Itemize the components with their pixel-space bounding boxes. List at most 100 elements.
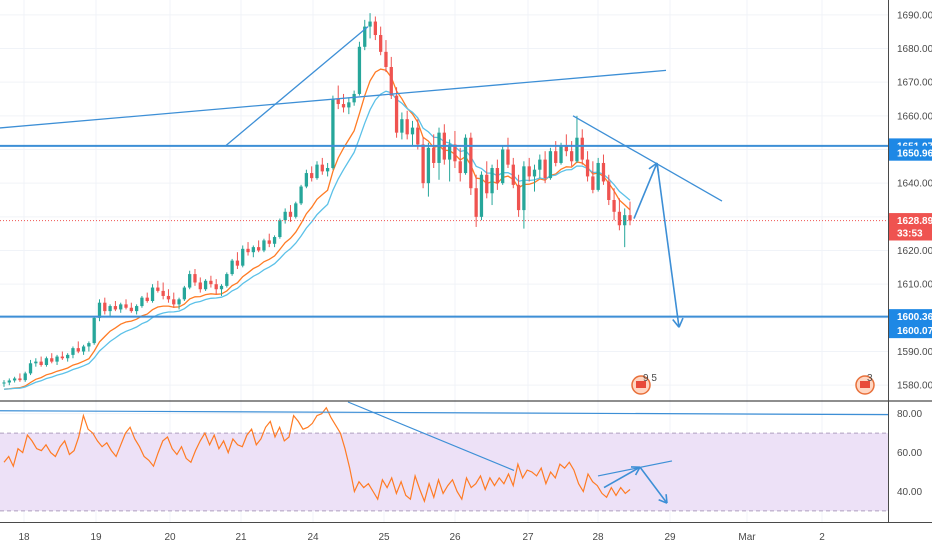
candle-body[interactable] bbox=[458, 161, 462, 174]
candle-body[interactable] bbox=[288, 211, 293, 217]
candle-body[interactable] bbox=[145, 297, 149, 302]
candle-body[interactable] bbox=[363, 26, 367, 47]
candle-body[interactable] bbox=[272, 237, 277, 244]
candle-body[interactable] bbox=[384, 51, 388, 68]
candle-body[interactable] bbox=[156, 287, 160, 291]
candle-body[interactable] bbox=[601, 162, 606, 182]
candle-body[interactable] bbox=[596, 162, 600, 190]
price-axis[interactable]: 1580.001590.001600.001610.001620.001630.… bbox=[889, 10, 932, 498]
candle-body[interactable] bbox=[421, 144, 425, 184]
candle-body[interactable] bbox=[2, 382, 6, 384]
candle-body[interactable] bbox=[352, 93, 356, 103]
candle-body[interactable] bbox=[453, 144, 457, 162]
candle-body[interactable] bbox=[182, 287, 187, 300]
descending-trend-line[interactable] bbox=[572, 115, 723, 202]
candle-body[interactable] bbox=[23, 373, 27, 381]
candle-body[interactable] bbox=[320, 164, 324, 172]
candle-body[interactable] bbox=[575, 137, 579, 162]
candle-body[interactable] bbox=[28, 363, 33, 374]
candle-body[interactable] bbox=[315, 164, 319, 179]
candle-body[interactable] bbox=[585, 159, 590, 177]
candle-body[interactable] bbox=[607, 181, 611, 200]
candle-body[interactable] bbox=[92, 317, 96, 344]
candle-body[interactable] bbox=[543, 159, 547, 179]
candle-body[interactable] bbox=[527, 166, 531, 177]
candle-body[interactable] bbox=[267, 240, 271, 244]
candle-body[interactable] bbox=[325, 168, 330, 172]
candle-body[interactable] bbox=[389, 67, 393, 96]
down-projection-arrow[interactable] bbox=[656, 162, 680, 328]
candle-body[interactable] bbox=[299, 186, 303, 204]
candle-body[interactable] bbox=[426, 147, 431, 184]
candle-body[interactable] bbox=[469, 137, 473, 189]
event-badge[interactable]: 3 bbox=[855, 373, 875, 395]
candle-body[interactable] bbox=[251, 247, 255, 253]
candle-body[interactable] bbox=[140, 297, 144, 307]
candle-body[interactable] bbox=[177, 299, 181, 305]
candle-body[interactable] bbox=[591, 176, 595, 190]
candle-body[interactable] bbox=[60, 356, 65, 359]
candle-body[interactable] bbox=[379, 35, 383, 52]
candle-body[interactable] bbox=[569, 151, 574, 162]
price-tag[interactable]: 1650.96 bbox=[889, 145, 932, 161]
candle-body[interactable] bbox=[294, 203, 298, 217]
candle-body[interactable] bbox=[34, 361, 38, 364]
candle-body[interactable] bbox=[463, 137, 468, 174]
upper-trend-line[interactable] bbox=[0, 69, 667, 129]
candle-body[interactable] bbox=[278, 220, 282, 238]
up-projection-arrow[interactable] bbox=[633, 162, 658, 219]
event-badges[interactable]: 9 5 3 bbox=[631, 373, 875, 395]
price-tag[interactable]: 1600.07 bbox=[889, 323, 932, 339]
candle-body[interactable] bbox=[198, 282, 202, 290]
candle-body[interactable] bbox=[490, 168, 494, 194]
candle-body[interactable] bbox=[357, 46, 362, 94]
candle-body[interactable] bbox=[373, 21, 378, 36]
horizontal-levels[interactable] bbox=[0, 144, 888, 318]
price-tag[interactable]: 33:53 bbox=[889, 225, 932, 241]
candle-body[interactable] bbox=[246, 248, 250, 253]
rsi-descending-trend-line[interactable] bbox=[347, 401, 515, 472]
candle-body[interactable] bbox=[87, 343, 91, 347]
candle-body[interactable] bbox=[532, 169, 537, 177]
candle-body[interactable] bbox=[97, 302, 102, 318]
candle-body[interactable] bbox=[161, 290, 165, 296]
candle-body[interactable] bbox=[230, 260, 234, 275]
candle-body[interactable] bbox=[113, 306, 118, 310]
candle-body[interactable] bbox=[416, 127, 420, 145]
rsi-down-arrow[interactable] bbox=[639, 466, 668, 504]
candle-body[interactable] bbox=[150, 287, 155, 302]
candle-body[interactable] bbox=[617, 211, 622, 226]
candle-body[interactable] bbox=[12, 378, 17, 381]
rsi-rising-line[interactable] bbox=[597, 460, 673, 477]
candle-body[interactable] bbox=[474, 188, 478, 217]
candle-body[interactable] bbox=[214, 284, 218, 290]
candle-body[interactable] bbox=[71, 348, 75, 355]
candle-body[interactable] bbox=[18, 378, 22, 381]
candle-body[interactable] bbox=[485, 174, 489, 194]
rising-wedge-line[interactable] bbox=[225, 26, 369, 146]
candle-body[interactable] bbox=[501, 149, 505, 184]
candle-body[interactable] bbox=[554, 151, 558, 163]
candle-body[interactable] bbox=[304, 173, 309, 187]
candle-body[interactable] bbox=[108, 306, 112, 312]
candle-body[interactable] bbox=[580, 137, 584, 160]
trend-drawings[interactable] bbox=[0, 26, 889, 504]
candle-body[interactable] bbox=[39, 361, 43, 365]
candle-body[interactable] bbox=[166, 295, 171, 300]
candle-body[interactable] bbox=[511, 164, 515, 185]
candle-body[interactable] bbox=[506, 149, 510, 165]
candle-body[interactable] bbox=[331, 98, 335, 169]
candle-body[interactable] bbox=[76, 348, 80, 352]
candle-body[interactable] bbox=[225, 274, 229, 286]
candle-body[interactable] bbox=[628, 215, 632, 221]
time-axis[interactable]: 18 19 20 21 24 25 26 27 28 29 Mar 2 bbox=[18, 532, 825, 543]
candle-body[interactable] bbox=[66, 354, 70, 359]
price-tag[interactable]: 1628.89 bbox=[889, 213, 932, 229]
candle-body[interactable] bbox=[50, 358, 54, 362]
candle-body[interactable] bbox=[256, 247, 261, 251]
candle-body[interactable] bbox=[495, 168, 500, 184]
candle-body[interactable] bbox=[336, 98, 340, 105]
candle-body[interactable] bbox=[479, 174, 484, 217]
event-badge[interactable]: 9 5 bbox=[631, 373, 657, 395]
candle-body[interactable] bbox=[394, 95, 399, 133]
